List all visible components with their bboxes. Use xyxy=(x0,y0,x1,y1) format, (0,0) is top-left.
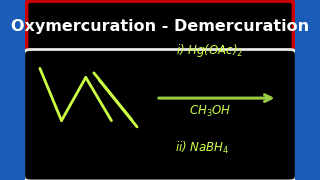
FancyBboxPatch shape xyxy=(24,50,296,180)
Text: CH$_3$OH: CH$_3$OH xyxy=(189,104,231,119)
Text: i) Hg(OAc)$_2$: i) Hg(OAc)$_2$ xyxy=(176,42,244,59)
Text: ii) NaBH$_4$: ii) NaBH$_4$ xyxy=(174,140,229,156)
FancyBboxPatch shape xyxy=(27,1,293,51)
Text: Oxymercuration - Demercuration: Oxymercuration - Demercuration xyxy=(11,19,309,34)
